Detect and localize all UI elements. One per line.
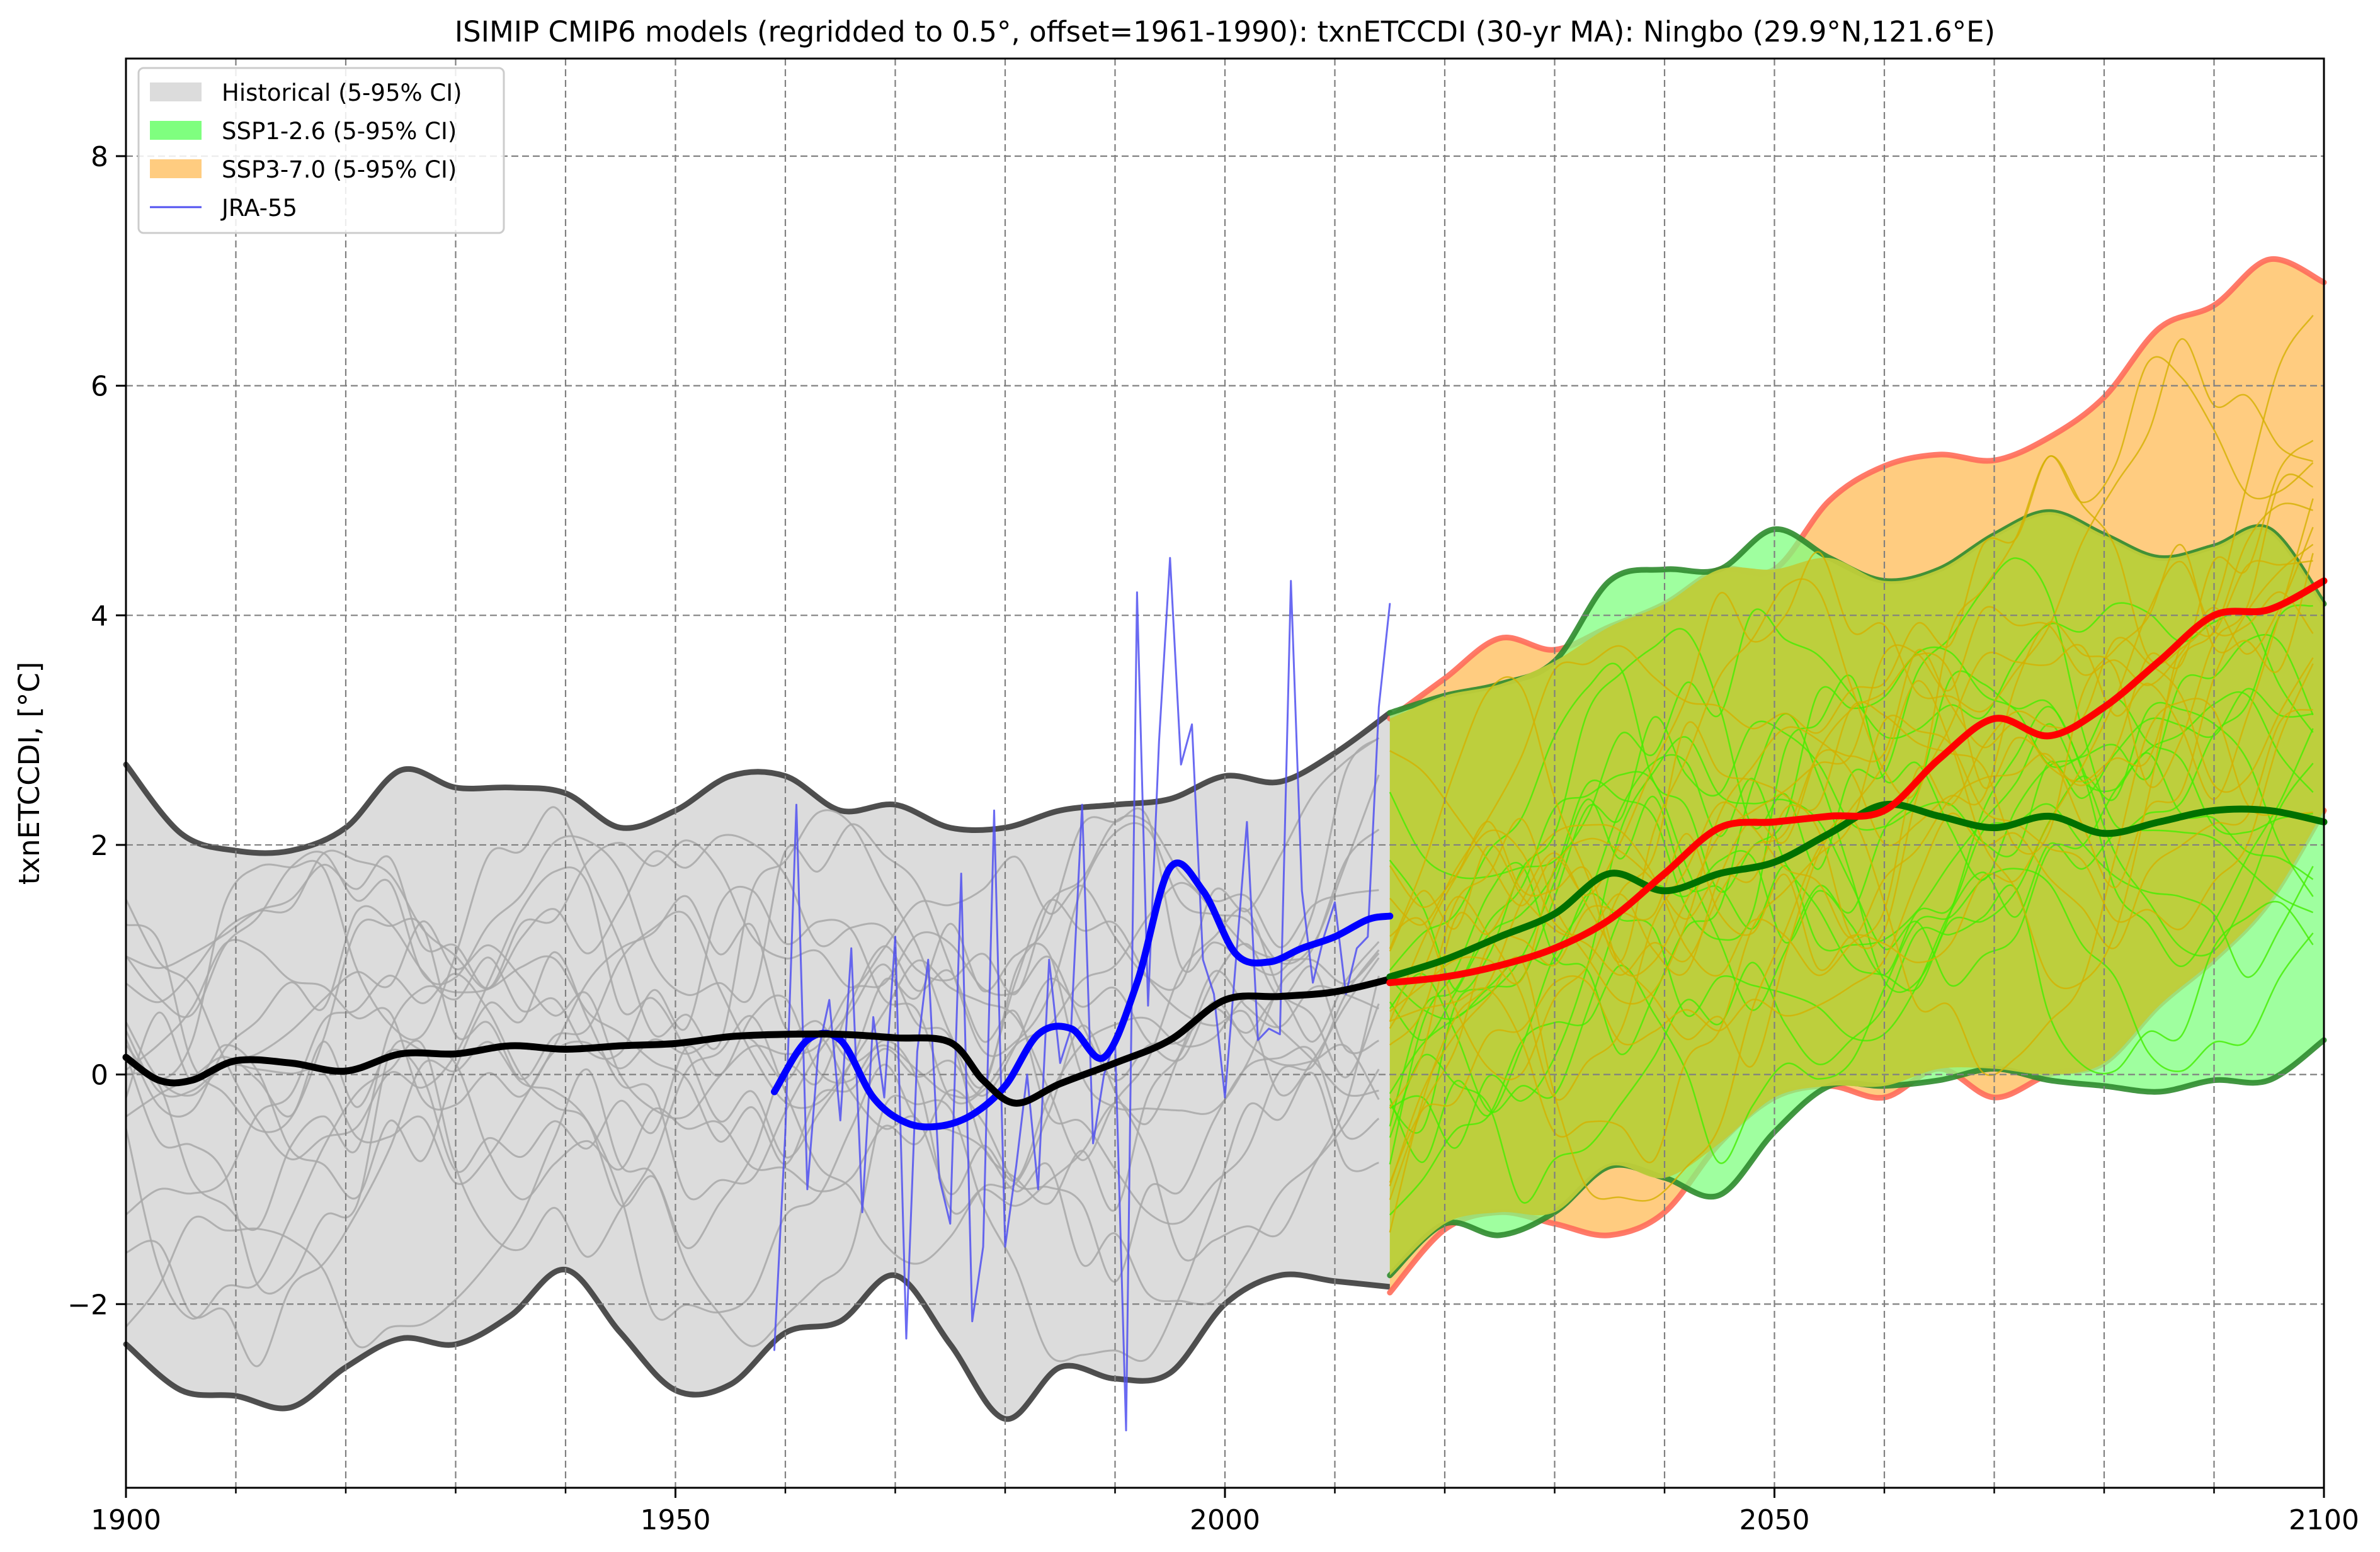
series-line	[773, 557, 1391, 1432]
ensemble-line	[1389, 526, 2314, 977]
y-tick-label: 8	[91, 141, 108, 173]
ensemble-line	[1389, 884, 2314, 1204]
legend-label: Historical (5-95% CI)	[222, 79, 462, 106]
series-line	[1386, 800, 2328, 981]
x-tick-label: 1950	[641, 1504, 711, 1536]
legend-label: JRA-55	[220, 195, 297, 222]
ensemble-line	[1389, 602, 2314, 880]
ensemble-line	[1389, 560, 2314, 1201]
ensemble-line	[125, 955, 1380, 1231]
ensemble-line	[1389, 560, 2313, 1233]
ensemble-line	[1389, 498, 2314, 1080]
y-tick-label: −2	[67, 1289, 108, 1321]
series-line	[1386, 577, 2328, 987]
y-tick-label: 6	[91, 371, 108, 403]
ensemble-line	[1389, 674, 2313, 1041]
ensemble-line	[1389, 637, 2314, 1109]
y-tick-label: 0	[91, 1060, 108, 1092]
y-tick-label: 2	[91, 830, 108, 862]
ensemble-line	[125, 815, 1379, 1004]
x-tick-label: 1900	[91, 1504, 161, 1536]
gridlines	[126, 59, 2324, 1488]
legend-swatch	[150, 121, 202, 140]
ensemble-line	[125, 895, 1380, 1111]
ssp370-band-upper-edge	[1387, 256, 2327, 722]
ensemble-line	[1389, 670, 2314, 1127]
ensemble-line	[1389, 543, 2314, 1101]
series-line	[122, 975, 1394, 1107]
ensemble-line	[125, 1068, 1379, 1362]
ensemble-line	[125, 945, 1380, 1249]
historical-band-upper-edge	[123, 710, 1393, 856]
series-line	[771, 859, 1394, 1131]
ensemble-line	[1389, 473, 2314, 1046]
ensemble-line	[1389, 803, 2314, 1113]
ci-bands	[123, 256, 2327, 1422]
y-axis-label: txnETCCDI, [°C]	[13, 662, 46, 885]
legend: Historical (5-95% CI) SSP1-2.6 (5-95% CI)…	[137, 67, 505, 234]
ensemble-line	[125, 737, 1380, 991]
ensemble-line	[1389, 701, 2314, 1164]
chart-title: ISIMIP CMIP6 models (regridded to 0.5°, …	[455, 15, 1995, 48]
legend-swatch	[150, 82, 202, 101]
ensemble-line	[1389, 708, 2314, 1183]
x-tick-label: 2050	[1739, 1504, 1810, 1536]
legend-swatch	[150, 159, 202, 178]
ensemble-line	[125, 997, 1379, 1195]
ensemble-line	[1389, 868, 2314, 1216]
series-lines	[122, 557, 2328, 1432]
legend-box	[137, 67, 505, 234]
axis-ticks: 1900 1950 2000 2050 2100 −2 0 2 4 6 8	[67, 141, 2359, 1536]
ensemble-line	[1389, 633, 2314, 971]
ensemble-line	[125, 920, 1380, 1119]
ensemble-line	[125, 943, 1379, 1212]
ensemble-line	[125, 1041, 1380, 1368]
ensemble-line	[1389, 557, 2313, 993]
legend-label: SSP3-7.0 (5-95% CI)	[222, 156, 457, 183]
ensemble-line	[1389, 356, 2314, 926]
y-tick-label: 4	[91, 600, 108, 632]
legend-label: SSP1-2.6 (5-95% CI)	[222, 118, 457, 145]
ensemble-line	[125, 1039, 1380, 1294]
model-ensemble-lines	[125, 315, 2314, 1368]
x-tick-label: 2000	[1190, 1504, 1260, 1536]
ensemble-line	[1389, 544, 2314, 1012]
ensemble-line	[1389, 691, 2314, 1149]
x-tick-label: 2100	[2289, 1504, 2359, 1536]
